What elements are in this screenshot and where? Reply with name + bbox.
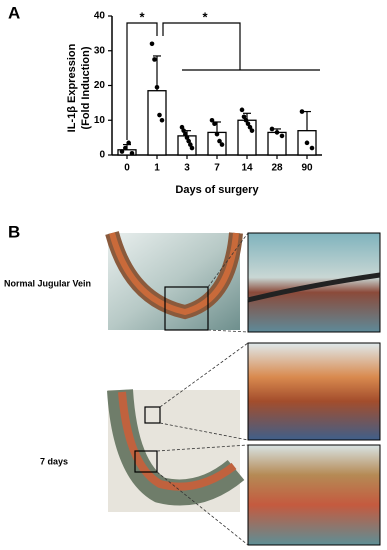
micrograph-normal-zoom bbox=[247, 232, 381, 333]
data-point bbox=[214, 131, 220, 137]
data-point bbox=[129, 150, 135, 156]
data-point bbox=[239, 107, 245, 113]
data-point bbox=[154, 84, 160, 90]
y-axis-label: IL-1β Expression bbox=[66, 43, 78, 132]
data-point bbox=[119, 149, 125, 154]
data-point bbox=[159, 117, 165, 123]
y-tick-label: 10 bbox=[94, 115, 106, 126]
y-tick-label: 30 bbox=[94, 45, 106, 56]
significance-marker: * bbox=[202, 9, 208, 24]
data-point bbox=[241, 114, 247, 120]
row-label: Normal Jugular Vein bbox=[4, 278, 91, 288]
row-label: 7 days bbox=[40, 456, 68, 466]
x-tick-label: 3 bbox=[184, 163, 190, 174]
x-tick-label: 90 bbox=[301, 163, 313, 174]
x-tick-label: 1 bbox=[154, 163, 160, 174]
data-point bbox=[274, 130, 280, 135]
data-point bbox=[157, 112, 162, 118]
micrograph-7days bbox=[107, 389, 245, 512]
data-point bbox=[183, 131, 188, 137]
x-tick-label: 28 bbox=[271, 163, 283, 174]
data-point bbox=[279, 133, 285, 139]
data-point bbox=[299, 109, 305, 114]
bar bbox=[147, 90, 167, 156]
data-point bbox=[304, 140, 310, 146]
micrograph-normal bbox=[105, 231, 243, 331]
y-tick-label: 20 bbox=[94, 80, 106, 91]
significance-brackets bbox=[126, 22, 320, 140]
data-point bbox=[212, 121, 217, 127]
data-point bbox=[249, 128, 255, 133]
data-point bbox=[245, 121, 251, 127]
data-point bbox=[184, 135, 190, 140]
data-point bbox=[188, 142, 193, 147]
data-point bbox=[269, 126, 275, 132]
data-point bbox=[179, 124, 185, 130]
data-point bbox=[181, 128, 186, 133]
x-tick-label: 0 bbox=[124, 163, 130, 174]
data-point bbox=[189, 145, 195, 151]
y-axis-label: (Fold Induction) bbox=[80, 46, 92, 129]
data-point bbox=[152, 57, 157, 62]
data-point bbox=[247, 124, 253, 130]
micrograph-7days-zoom bbox=[247, 342, 381, 546]
panel-label: B bbox=[8, 222, 20, 241]
y-tick-label: 0 bbox=[99, 150, 105, 161]
data-point bbox=[209, 117, 215, 123]
panel-label: A bbox=[8, 3, 20, 22]
x-tick-label: 7 bbox=[214, 163, 220, 174]
data-point bbox=[186, 138, 191, 144]
x-tick-label: 14 bbox=[241, 163, 253, 174]
x-axis-label: Days of surgery bbox=[175, 184, 259, 196]
y-tick-label: 40 bbox=[94, 11, 106, 22]
data-point bbox=[309, 145, 315, 151]
zoom-connectors bbox=[156, 232, 249, 546]
data-point bbox=[219, 142, 225, 147]
data-point bbox=[126, 140, 131, 146]
data-point bbox=[243, 117, 249, 123]
data-point bbox=[149, 41, 155, 47]
data-point bbox=[217, 138, 222, 144]
data-point bbox=[123, 145, 128, 151]
significance-marker: * bbox=[139, 9, 145, 24]
